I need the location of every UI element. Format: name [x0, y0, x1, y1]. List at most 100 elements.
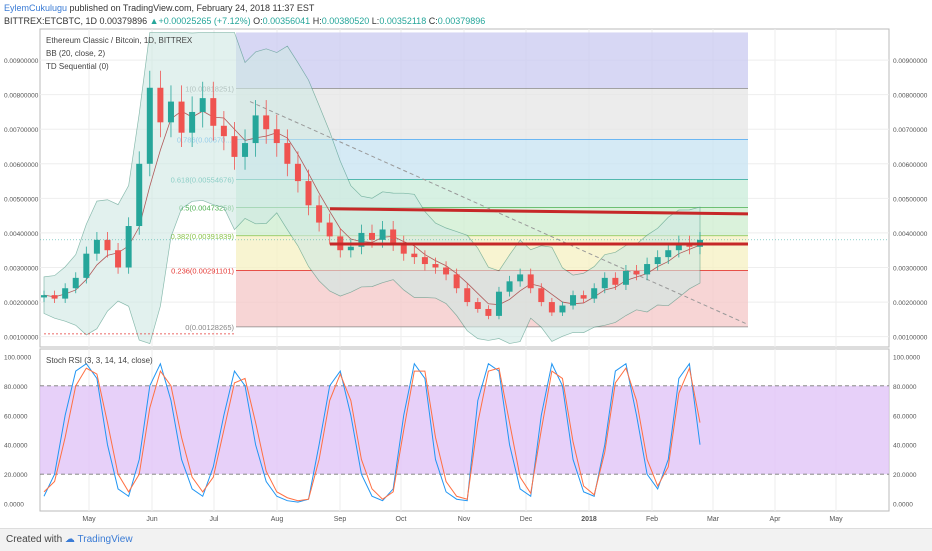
y-tick-label-right: 0.00300000 [893, 266, 928, 273]
candle-body [612, 277, 619, 285]
published-text: published on TradingView.com, February 2… [69, 3, 315, 13]
stoch-y-tick-left: 20.0000 [4, 472, 28, 479]
candle-body [474, 302, 481, 309]
candle-body [453, 274, 460, 289]
candle-body [495, 291, 502, 316]
author-link[interactable]: EylemCukulugu [4, 3, 68, 13]
tradingview-logo-icon: ☁ [64, 534, 75, 545]
x-tick-label: Aug [271, 516, 284, 523]
candle-body [178, 101, 185, 133]
candle-body [400, 243, 407, 254]
fib-level-label: 0.382(0.00391839) [171, 232, 235, 241]
y-tick-label-right: 0.00600000 [893, 162, 928, 169]
candle-body [326, 222, 333, 237]
trend-lines [44, 101, 749, 335]
candle-body [231, 136, 238, 157]
y-tick-label-right: 0.00200000 [893, 300, 928, 307]
chart-canvas[interactable]: 0(0.00128265) 0.236(0.00291101) 0.382(0.00… [0, 0, 932, 528]
x-tick-label: Apr [770, 516, 782, 523]
high-value: 0.00380520 [321, 16, 370, 26]
candle-body [284, 143, 291, 164]
x-tick-label: Oct [396, 516, 407, 523]
last-price: 0.00379896 [99, 16, 148, 26]
y-tick-label-right: 0.00800000 [893, 93, 928, 100]
stoch-band [40, 385, 889, 475]
stoch-y-tick-right: 0.0000 [893, 502, 913, 509]
candle-body [242, 143, 249, 157]
close-value: 0.00379896 [437, 16, 486, 26]
x-tick-label: Jul [210, 516, 219, 523]
candle-body [506, 281, 513, 292]
candle-body [252, 115, 259, 144]
x-tick-label: Jun [146, 516, 157, 523]
footer-created: Created with [6, 534, 63, 545]
resistance-line-upper [329, 207, 749, 216]
y-tick-label-right: 0.00900000 [893, 58, 928, 65]
candle-body [369, 232, 375, 240]
footer-brand[interactable]: TradingView [77, 534, 133, 545]
y-tick-label-left: 0.00500000 [4, 196, 39, 203]
stoch-y-tick-right: 100.0000 [893, 354, 920, 361]
candle-body [570, 295, 577, 306]
legend-td: TD Sequential (0) [46, 62, 109, 71]
candle-body [665, 250, 672, 258]
x-tick-label: Dec [520, 516, 533, 523]
x-tick-label: Sep [334, 516, 347, 523]
y-tick-label-left: 0.00600000 [4, 162, 39, 169]
y-tick-label-left: 0.00900000 [4, 58, 39, 65]
candle-body [675, 243, 682, 251]
y-tick-label-right: 0.00700000 [893, 127, 928, 134]
open-value: 0.00356041 [262, 16, 311, 26]
stoch-y-tick-left: 60.0000 [4, 413, 28, 420]
candle-body [125, 226, 132, 268]
candle-body [432, 264, 439, 268]
candle-body [146, 87, 153, 164]
low-value: 0.00352118 [379, 16, 427, 26]
candle-body [62, 288, 69, 299]
price-change: +0.00025265 (+7.12%) [158, 16, 251, 26]
stoch-y-tick-right: 40.0000 [893, 443, 917, 450]
candle-body [189, 111, 196, 133]
footer: Created with ☁ TradingView [0, 528, 932, 551]
stoch-y-tick-left: 40.0000 [4, 443, 28, 450]
candle-body [559, 305, 566, 313]
y-tick-label-left: 0.00200000 [4, 300, 39, 307]
candle-body [41, 295, 47, 298]
candle-body [485, 308, 492, 316]
fib-zone [236, 32, 748, 89]
candle-body [136, 163, 143, 227]
candle-body [464, 288, 471, 303]
candle-body [294, 163, 301, 182]
symbol-line: BITTREX:ETCBTC, 1D 0.00379896 ▲+0.000252… [4, 16, 485, 26]
candle-body [654, 257, 661, 265]
candle-body [390, 229, 397, 244]
y-tick-label-right: 0.00100000 [893, 335, 928, 342]
x-tick-label: May [829, 516, 843, 523]
candle-body [580, 295, 587, 299]
x-tick-label: May [82, 516, 96, 523]
candle-body [83, 253, 90, 278]
stoch-rsi: 100.0000 100.0000 80.0000 80.0000 60.0000 60.… [4, 354, 920, 508]
close-label: C: [428, 16, 438, 26]
candle-body [411, 253, 418, 258]
low-label: L: [371, 16, 380, 26]
candle-body [263, 115, 270, 130]
candle-body [527, 274, 534, 289]
time-axis: May Jun Jul Aug Sep Oct Nov Dec 2018 Feb Mar Apr May [82, 516, 843, 523]
stoch-y-tick-left: 100.0000 [4, 354, 31, 361]
candle-body [347, 246, 354, 251]
x-tick-label: 2018 [581, 516, 597, 523]
candle-body [316, 205, 323, 223]
y-tick-label-left: 0.00300000 [4, 266, 39, 273]
up-arrow-icon: ▲ [149, 16, 159, 26]
x-tick-label: Nov [458, 516, 471, 523]
symbol: BITTREX:ETCBTC, 1D [4, 16, 98, 26]
stoch-series-d [43, 366, 701, 502]
candle-body [167, 101, 174, 123]
candle-body [210, 98, 217, 126]
y-tick-label-left: 0.00800000 [4, 93, 39, 100]
publish-line: EylemCukulugu published on TradingView.c… [4, 3, 314, 13]
candle-body [443, 267, 450, 275]
stoch-y-tick-left: 80.0000 [4, 384, 28, 391]
y-tick-label-left: 0.00100000 [4, 335, 39, 342]
